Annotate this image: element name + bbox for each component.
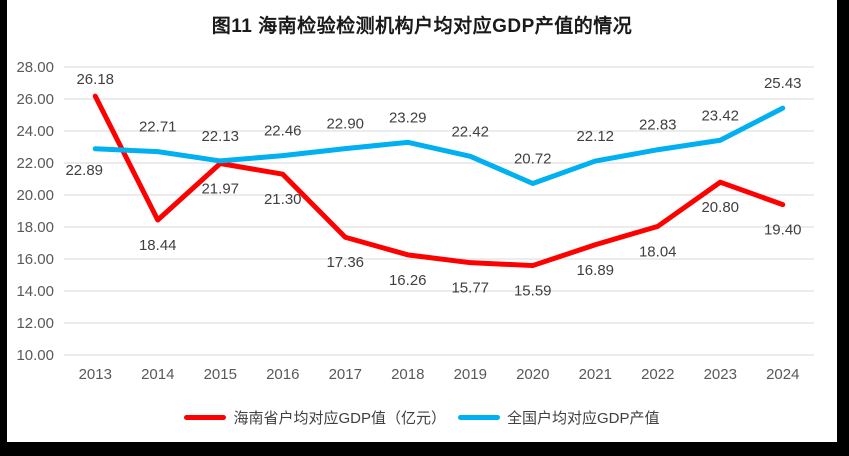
y-tick-label: 10.00 (16, 347, 54, 364)
legend-swatch-hainan (184, 415, 227, 420)
y-tick-label: 20.00 (16, 187, 54, 204)
data-label: 26.18 (76, 71, 114, 88)
chart-legend: 海南省户均对应GDP值（亿元） 全国户均对应GDP产值 (7, 407, 837, 428)
data-label: 16.26 (389, 272, 427, 289)
series-line-1 (92, 105, 786, 186)
chart-title: 图11 海南检验检测机构户均对应GDP产值的情况 (211, 16, 633, 37)
series-line-0 (92, 93, 786, 269)
data-label: 21.97 (201, 180, 239, 197)
x-tick-label: 2017 (329, 366, 362, 383)
x-tick-label: 2013 (79, 366, 112, 383)
x-tick-label: 2023 (704, 366, 737, 383)
chart-canvas: 图11 海南检验检测机构户均对应GDP产值的情况 28.00 26.00 24.00… (7, 0, 837, 442)
data-label: 22.71 (139, 119, 177, 136)
data-label: 21.30 (264, 191, 302, 208)
legend-swatch-national (458, 415, 500, 420)
data-label: 22.42 (451, 123, 489, 140)
data-label: 23.42 (701, 107, 739, 124)
x-tick-label: 2014 (141, 366, 174, 383)
x-tick-label: 2024 (766, 366, 799, 383)
legend-item-hainan: 海南省户均对应GDP值（亿元） (184, 407, 446, 428)
x-tick-label: 2015 (204, 366, 237, 383)
data-label: 25.43 (764, 75, 802, 92)
legend-label-national: 全国户均对应GDP产值 (507, 410, 660, 427)
data-label: 19.40 (764, 222, 802, 239)
x-tick-label: 2018 (391, 366, 424, 383)
data-label: 16.89 (576, 262, 614, 279)
x-tick-label: 2021 (579, 366, 612, 383)
x-tick-label: 2022 (641, 366, 674, 383)
x-tick-label: 2016 (266, 366, 299, 383)
data-label: 18.04 (639, 243, 677, 260)
data-label: 15.59 (514, 283, 552, 300)
data-label: 22.83 (639, 117, 677, 134)
data-label: 22.13 (201, 128, 239, 145)
y-tick-label: 28.00 (16, 59, 54, 76)
data-label: 22.90 (326, 116, 364, 133)
data-label: 20.72 (514, 150, 552, 167)
data-label: 22.89 (65, 162, 103, 179)
y-tick-label: 24.00 (16, 123, 54, 140)
line-chart: 28.00 26.00 24.00 22.00 20.00 18.00 16.00 14.00… (16, 59, 814, 383)
y-tick-label: 26.00 (16, 91, 54, 108)
data-label: 17.36 (326, 254, 364, 271)
data-label: 20.80 (701, 199, 739, 216)
y-tick-label: 14.00 (16, 283, 54, 300)
legend-label-hainan: 海南省户均对应GDP值（亿元） (233, 410, 446, 427)
y-tick-label: 12.00 (16, 315, 54, 332)
y-tick-label: 16.00 (16, 251, 54, 268)
data-label: 23.29 (389, 109, 427, 126)
y-tick-label: 18.00 (16, 219, 54, 236)
data-label: 15.77 (451, 280, 489, 297)
x-tick-label: 2020 (516, 366, 549, 383)
legend-item-national: 全国户均对应GDP产值 (458, 407, 660, 428)
y-tick-label: 22.00 (16, 155, 54, 172)
data-label: 22.46 (264, 123, 302, 140)
x-tick-label: 2019 (454, 366, 487, 383)
data-label: 22.12 (576, 128, 614, 145)
data-label: 18.44 (139, 237, 177, 254)
